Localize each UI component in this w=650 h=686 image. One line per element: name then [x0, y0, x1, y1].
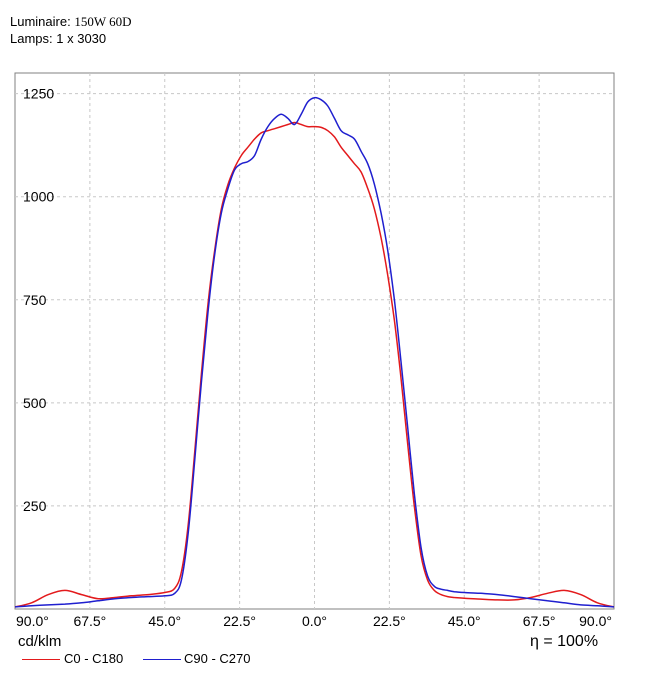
legend-swatch-c0: [22, 659, 60, 660]
lamps-value: 1 x 3030: [56, 31, 107, 46]
y-tick-label: 1250: [23, 86, 54, 102]
x-tick-label: 67.5°: [73, 613, 106, 629]
y-tick-label: 1000: [23, 189, 54, 205]
y-tick-label: 750: [23, 292, 47, 308]
y-tick-label: 250: [23, 498, 47, 514]
series: [14, 96, 615, 608]
x-tick-label: 45.0°: [148, 613, 181, 629]
lamps-label: Lamps:: [10, 31, 53, 46]
series-line-c0-c180: [14, 121, 615, 608]
x-tick-label: 67.5°: [523, 613, 556, 629]
y-axis: 250 500 750 1000 1250: [23, 86, 54, 514]
luminaire-info: Luminaire: 150W 60D: [10, 14, 132, 30]
x-tick-label: 90.0°: [16, 613, 49, 629]
legend-swatch-c90: [143, 659, 181, 660]
x-tick-label: 90.0°: [579, 613, 612, 629]
legend-label-c0: C0 - C180: [64, 651, 124, 666]
unit-label: cd/klm: [18, 633, 62, 650]
legend-label-c90: C90 - C270: [184, 651, 251, 666]
x-axis: 90.0° 67.5° 45.0° 22.5° 0.0° 22.5° 45.0° 67.5° 9…: [16, 613, 612, 629]
series-line-c90-c270: [14, 96, 615, 608]
y-tick-label: 500: [23, 395, 47, 411]
luminaire-label: Luminaire:: [10, 14, 71, 29]
x-tick-label: 22.5°: [223, 613, 256, 629]
x-tick-label: 45.0°: [448, 613, 481, 629]
efficiency-label: η = 100%: [530, 633, 599, 650]
x-tick-label: 0.0°: [302, 613, 327, 629]
grid: [15, 73, 614, 609]
luminaire-value: 150W 60D: [74, 14, 132, 29]
lamps-info: Lamps: 1 x 3030: [10, 31, 106, 47]
x-tick-label: 22.5°: [373, 613, 406, 629]
